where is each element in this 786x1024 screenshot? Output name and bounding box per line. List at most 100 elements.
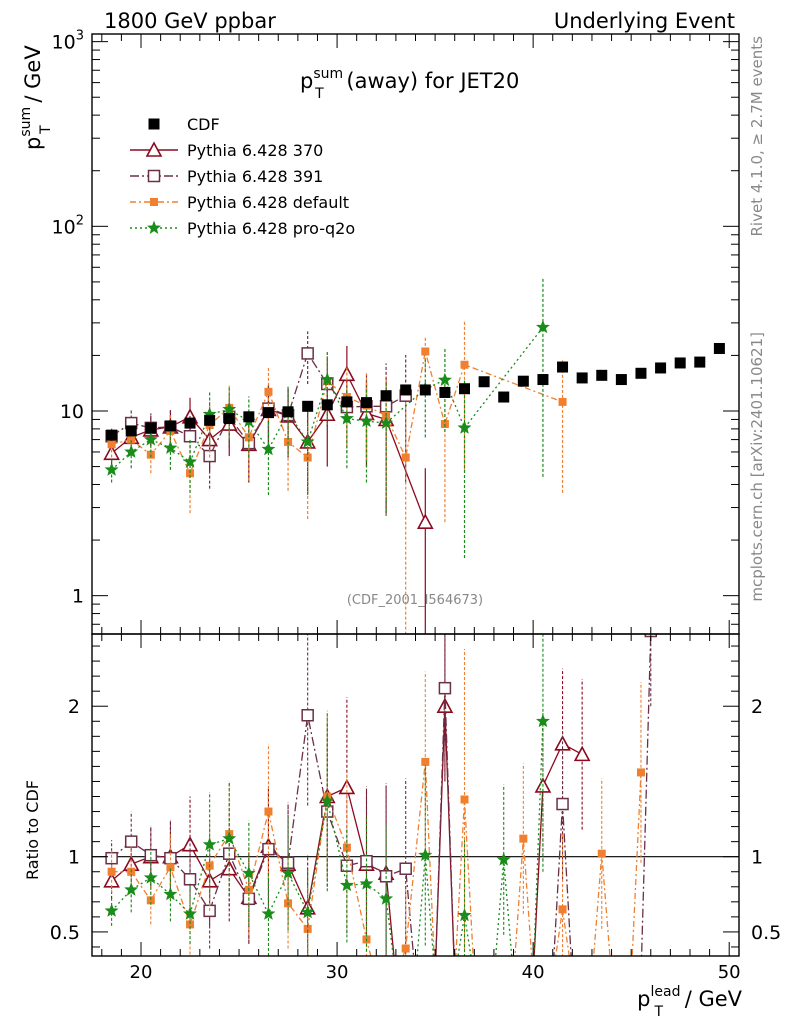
y-tick-label: 10 <box>60 401 84 423</box>
ratio-point <box>104 903 119 917</box>
ratio-point <box>556 797 569 811</box>
data-point <box>300 434 315 448</box>
data-point <box>558 397 567 406</box>
data-point <box>694 356 706 368</box>
data-point <box>103 444 120 461</box>
data-point <box>183 454 197 468</box>
ratio-point <box>107 867 116 876</box>
ratio-point <box>342 843 351 852</box>
ratio-point <box>281 865 295 880</box>
data-point <box>204 414 216 426</box>
data-point <box>124 444 139 458</box>
legend-entry-pdefault: Pythia 6.428 default <box>130 193 349 212</box>
ratio-point <box>636 768 645 777</box>
data-point <box>145 422 157 434</box>
ratio-tick-label-right: 2 <box>751 696 763 718</box>
data-point <box>184 417 196 429</box>
x-tick-label: 20 <box>130 962 153 983</box>
ratio-point <box>124 882 139 896</box>
ratio-point <box>144 848 158 862</box>
data-point <box>107 440 116 449</box>
data-point <box>127 435 136 444</box>
data-point <box>655 362 667 374</box>
legend-entry-cdf: CDF <box>148 115 220 134</box>
data-point <box>163 440 178 454</box>
ratio-point <box>597 849 606 858</box>
ratio-point <box>379 891 394 905</box>
data-point <box>264 387 273 396</box>
legend-label: CDF <box>187 115 220 134</box>
data-point <box>282 406 294 418</box>
header-right: Underlying Event <box>554 9 735 33</box>
ratio-point <box>241 865 256 880</box>
data-point <box>106 429 118 441</box>
ratio-series-pdefault <box>107 649 645 956</box>
legend-marker <box>150 198 158 206</box>
x-tick-label: 40 <box>522 962 545 983</box>
ratio-series-pq2o <box>104 634 550 956</box>
ratio-point <box>359 876 374 890</box>
y-tick-label: 1 <box>72 586 84 608</box>
ratio-point <box>421 757 430 766</box>
legend-label: Pythia 6.428 pro-q2o <box>187 219 355 238</box>
data-point <box>421 347 430 356</box>
ratio-point <box>124 835 138 848</box>
mcplots-label: mcplots.cern.ch [arXiv:2401.10621] <box>748 332 766 602</box>
data-point <box>360 397 372 409</box>
x-tick-label: 30 <box>326 962 349 983</box>
ratio-point <box>401 944 410 953</box>
y-tick-label: 102 <box>52 213 84 238</box>
ratio-point <box>182 906 197 920</box>
data-point <box>457 420 472 434</box>
data-point <box>713 342 725 354</box>
data-point <box>498 391 510 403</box>
data-point <box>536 319 550 334</box>
data-point <box>635 367 647 379</box>
data-point <box>186 469 195 478</box>
data-point <box>419 384 431 396</box>
ratio-frame <box>91 633 740 957</box>
ratio-point <box>143 870 158 884</box>
data-point <box>401 453 410 462</box>
analysis-watermark: (CDF_2001_I564673) <box>347 593 483 608</box>
data-point <box>321 399 333 411</box>
ratio-series-line <box>111 761 642 956</box>
legend-entry-p391: Pythia 6.428 391 <box>130 167 323 186</box>
legend-marker <box>145 141 163 157</box>
legend: CDF Pythia 6.428 370 Pythia 6.428 391 Pythi… <box>130 115 355 238</box>
data-point <box>416 513 434 529</box>
ratio-point <box>558 905 567 914</box>
data-point <box>379 415 394 429</box>
data-point <box>437 372 452 386</box>
ratio-point <box>303 924 312 933</box>
rivet-label: Rivet 4.1.0, ≥ 2.7M events <box>748 36 766 237</box>
legend-label: Pythia 6.428 default <box>187 193 349 212</box>
legend-entry-pq2o: Pythia 6.428 pro-q2o <box>130 219 355 238</box>
legend-marker <box>147 169 161 183</box>
legend-marker <box>148 118 160 130</box>
data-point <box>537 374 549 386</box>
ratio-point <box>300 905 315 919</box>
data-point <box>596 369 608 381</box>
data-point <box>302 400 314 412</box>
ratio-axis-label: Ratio to CDF <box>23 780 42 880</box>
data-point <box>460 360 469 369</box>
x-tick-label: 50 <box>718 962 741 983</box>
data-point <box>674 357 686 369</box>
ratio-point <box>186 920 195 929</box>
data-point <box>576 372 588 384</box>
data-point <box>339 411 354 425</box>
legend-label: Pythia 6.428 391 <box>187 167 323 186</box>
data-point <box>478 376 490 388</box>
ratio-point <box>261 906 276 920</box>
y-axis-label: psum T / GeV <box>18 45 54 150</box>
legend-label: Pythia 6.428 370 <box>187 141 323 160</box>
axes-ticks: 20 30 40 50 1 10 102 103 0.5 0.5 1 1 2 2 <box>50 29 781 983</box>
ratio-point <box>222 831 237 845</box>
data-point <box>380 390 392 402</box>
ratio-point <box>166 863 175 872</box>
ratio-tick-label-left: 0.5 <box>50 922 80 944</box>
ratio-point <box>399 862 412 875</box>
ratio-point <box>418 847 433 862</box>
